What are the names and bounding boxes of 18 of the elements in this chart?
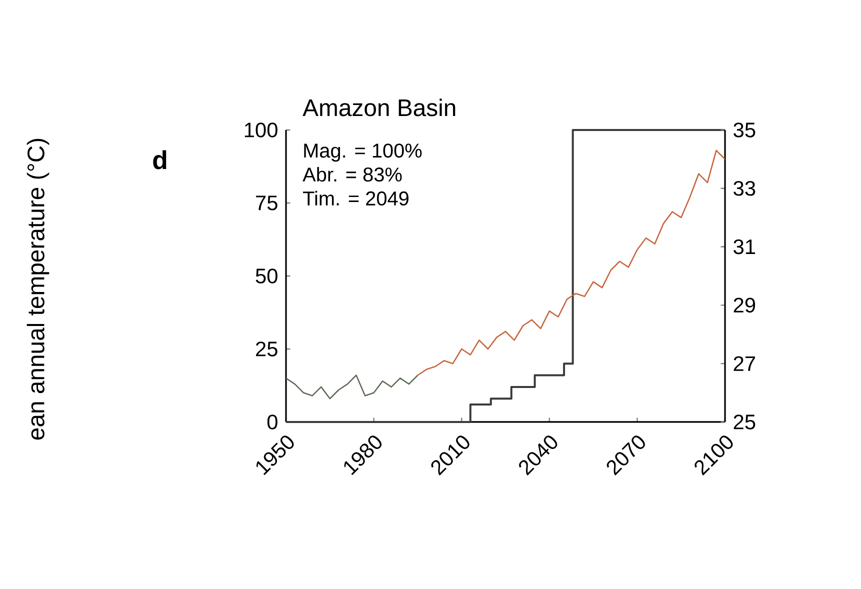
- y2-tick-label: 31: [734, 239, 756, 254]
- y2-tick-label: 25: [734, 414, 756, 430]
- y-tick-label: 50: [256, 268, 278, 284]
- y2-tick-label: 29: [734, 298, 756, 313]
- y-tick-label: 25: [256, 342, 278, 356]
- chart-title: Amazon Basin: [302, 98, 456, 116]
- line-series: [286, 374, 418, 400]
- y2-tick-label: 27: [734, 356, 755, 371]
- annotation: Mag. = 100%: [304, 144, 422, 162]
- y2-tick-label: 35: [734, 122, 756, 138]
- annotation: Abr. = 83%: [302, 166, 402, 182]
- annotation: Tim. = 2049: [303, 190, 408, 206]
- y-tick-label: 75: [256, 196, 278, 210]
- text: d: [153, 150, 166, 170]
- y-tick-label: 0: [267, 414, 278, 430]
- y2-tick-label: 33: [734, 180, 756, 196]
- y-tick-label: 100: [244, 122, 278, 138]
- text: ean annual temperature (°C): [26, 138, 50, 440]
